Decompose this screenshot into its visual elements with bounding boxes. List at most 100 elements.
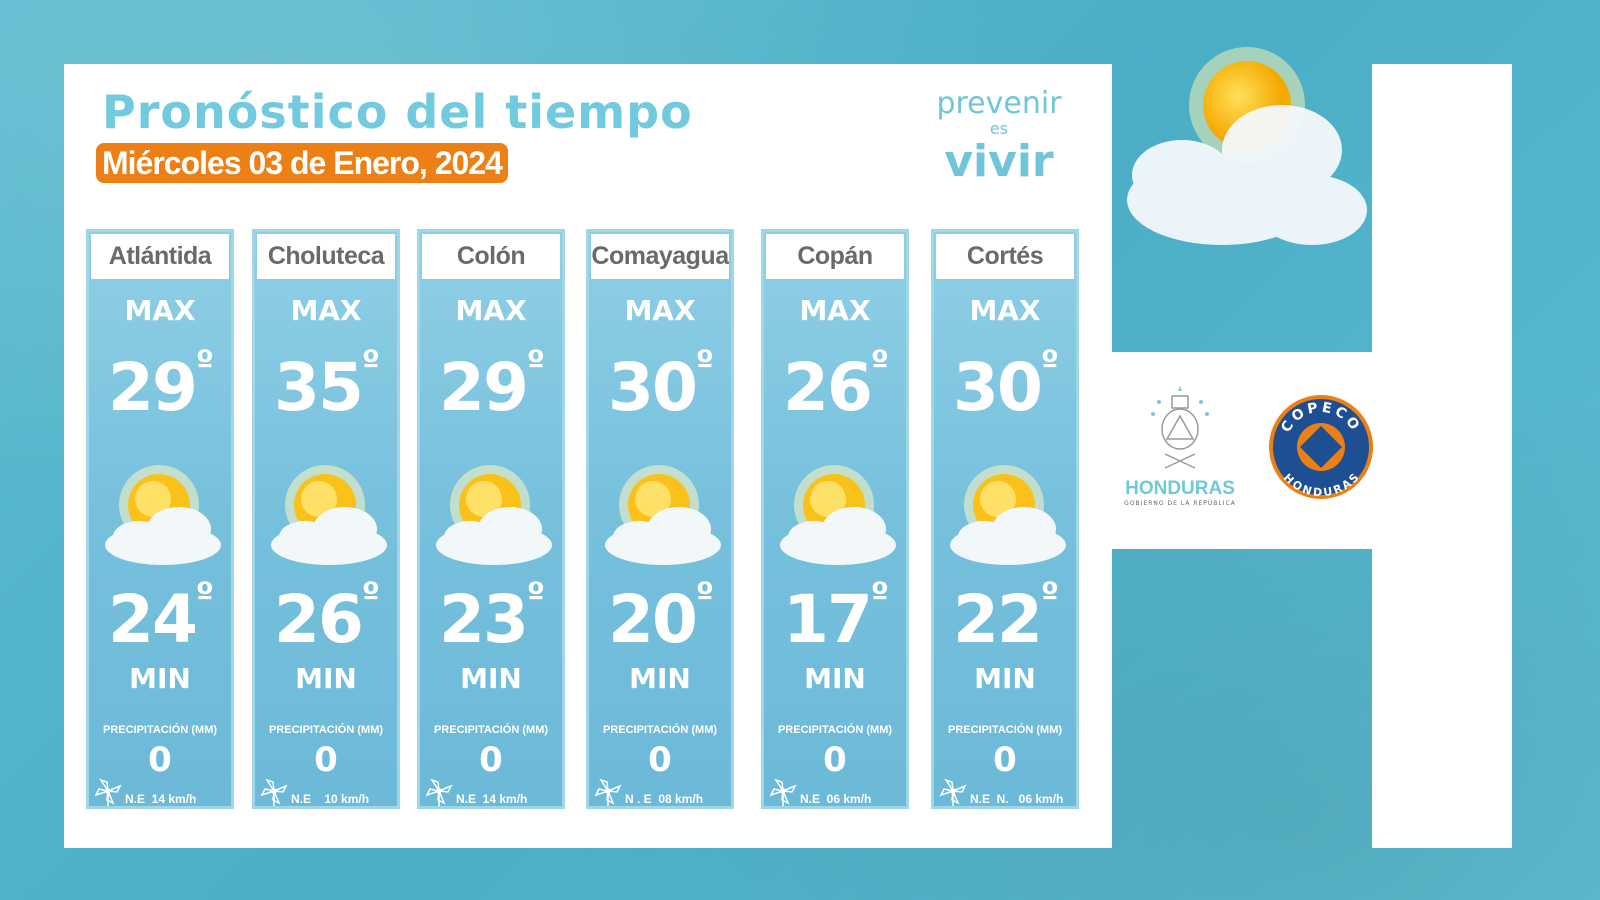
department-name: Atlántida [91, 234, 229, 279]
degree-symbol: º [526, 575, 545, 613]
forecast-card: Atlántida MAX 29º 24º MIN PRECIPITACIÓN … [86, 229, 234, 809]
max-value: 29 [108, 349, 198, 426]
max-value: 30 [953, 349, 1043, 426]
wind-icon [424, 776, 454, 806]
precipitation-value: 0 [479, 740, 503, 780]
precipitation-value: 0 [993, 740, 1017, 780]
slogan-line2: es [989, 119, 1009, 138]
honduras-wordmark: HONDURAS [1125, 478, 1235, 499]
decorative-strip [1372, 64, 1512, 848]
forecast-card: Copán MAX 26º 17º MIN PRECIPITACIÓN (MM)… [761, 229, 909, 809]
wind-info: N.E 14 km/h [125, 792, 197, 806]
degree-symbol: º [526, 343, 545, 381]
prevenir-es-vivir-logo: prevenir es vivir [924, 88, 1074, 186]
wind-info: N.E 10 km/h [291, 792, 370, 806]
max-temperature: 29º [420, 346, 562, 426]
min-value: 20 [608, 581, 698, 658]
department-name: Copán [766, 234, 904, 279]
department-name: Choluteca [257, 234, 395, 279]
min-label: MIN [804, 662, 866, 695]
max-temperature: 35º [255, 346, 397, 426]
max-label: MAX [455, 294, 527, 327]
slogan-line3: vivir [944, 136, 1054, 187]
forecast-card: Cortés MAX 30º 22º MIN PRECIPITACIÓN (MM… [931, 229, 1079, 809]
wind-icon [259, 776, 289, 806]
department-name: Cortés [936, 234, 1074, 279]
wind-icon [768, 776, 798, 806]
date-badge: Miércoles 03 de Enero, 2024 [96, 143, 508, 183]
max-value: 35 [274, 349, 364, 426]
max-label: MAX [624, 294, 696, 327]
max-value: 26 [783, 349, 873, 426]
max-temperature: 29º [89, 346, 231, 426]
precipitation-label: PRECIPITACIÓN (MM) [777, 724, 893, 736]
coat-of-arms-icon [1151, 386, 1209, 469]
min-label: MIN [974, 662, 1036, 695]
degree-symbol: º [695, 343, 714, 381]
max-temperature: 30º [589, 346, 731, 426]
partly-sunny-icon [599, 457, 725, 577]
partly-sunny-icon [774, 457, 900, 577]
precipitation-label: PRECIPITACIÓN (MM) [433, 724, 549, 736]
precipitation-value: 0 [648, 740, 672, 780]
max-label: MAX [799, 294, 871, 327]
forecast-card: Comayagua MAX 30º 20º MIN PRECIPITACIÓN … [586, 229, 734, 809]
partly-sunny-icon [430, 457, 556, 577]
partly-sunny-icon [265, 457, 391, 577]
wind-info: N . E 08 km/h [625, 792, 704, 806]
precipitation-label: PRECIPITACIÓN (MM) [602, 724, 718, 736]
sun-cloud-illustration [1127, 47, 1367, 245]
max-temperature: 30º [934, 346, 1076, 426]
page-title: Pronóstico del tiempo [102, 85, 693, 139]
forecast-card: Choluteca MAX 35º 26º MIN PRECIPITACIÓN … [252, 229, 400, 809]
min-value: 22 [953, 581, 1043, 658]
min-value: 24 [108, 581, 198, 658]
wind-info: N.E 06 km/h [800, 792, 872, 806]
degree-symbol: º [361, 575, 380, 613]
min-temperature: 22º [934, 578, 1076, 658]
department-name: Colón [422, 234, 560, 279]
partly-sunny-icon [944, 457, 1070, 577]
min-temperature: 23º [420, 578, 562, 658]
max-value: 30 [608, 349, 698, 426]
wind-icon [593, 776, 623, 806]
degree-symbol: º [695, 575, 714, 613]
degree-symbol: º [1040, 575, 1059, 613]
wind-info: N.E N. 06 km/h [970, 792, 1064, 806]
department-name: Comayagua [591, 234, 729, 279]
max-label: MAX [124, 294, 196, 327]
min-label: MIN [129, 662, 191, 695]
degree-symbol: º [195, 343, 214, 381]
copeco-logo: COPECO HONDURAS [1269, 395, 1373, 499]
partly-sunny-icon [99, 457, 225, 577]
min-temperature: 24º [89, 578, 231, 658]
max-temperature: 26º [764, 346, 906, 426]
precipitation-label: PRECIPITACIÓN (MM) [102, 724, 218, 736]
min-temperature: 17º [764, 578, 906, 658]
min-temperature: 20º [589, 578, 731, 658]
honduras-government-logo: HONDURAS GOBIERNO DE LA REPÚBLICA [1118, 384, 1242, 508]
honduras-subtitle: GOBIERNO DE LA REPÚBLICA [1124, 500, 1236, 507]
min-label: MIN [629, 662, 691, 695]
min-label: MIN [460, 662, 522, 695]
min-value: 23 [439, 581, 529, 658]
min-temperature: 26º [255, 578, 397, 658]
min-label: MIN [295, 662, 357, 695]
min-value: 26 [274, 581, 364, 658]
degree-symbol: º [870, 343, 889, 381]
precipitation-label: PRECIPITACIÓN (MM) [947, 724, 1063, 736]
precipitation-label: PRECIPITACIÓN (MM) [268, 724, 384, 736]
max-label: MAX [969, 294, 1041, 327]
forecast-card: Colón MAX 29º 23º MIN PRECIPITACIÓN (MM)… [417, 229, 565, 809]
degree-symbol: º [361, 343, 380, 381]
max-label: MAX [290, 294, 362, 327]
slogan-line1: prevenir [936, 86, 1062, 121]
precipitation-value: 0 [314, 740, 338, 780]
wind-info: N.E 14 km/h [456, 792, 528, 806]
min-value: 17 [783, 581, 873, 658]
degree-symbol: º [195, 575, 214, 613]
degree-symbol: º [870, 575, 889, 613]
precipitation-value: 0 [148, 740, 172, 780]
wind-icon [93, 776, 123, 806]
wind-icon [938, 776, 968, 806]
